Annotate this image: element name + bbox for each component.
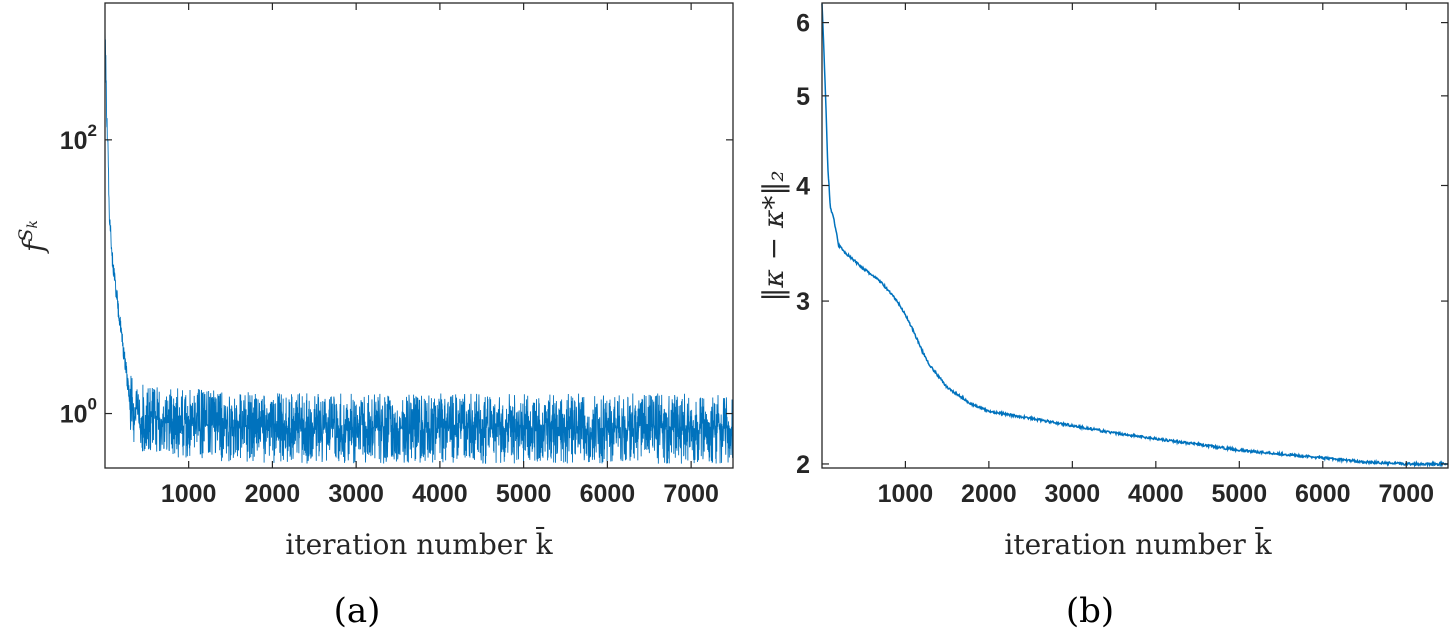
x-tick-label: 4000 <box>1128 480 1184 508</box>
panel-b-y-axis-label: ‖κ − κ*‖₂ <box>757 170 790 301</box>
x-tick-label: 1000 <box>878 480 934 508</box>
panel-a-series-line <box>104 25 734 464</box>
x-tick-label: 1000 <box>161 480 217 508</box>
x-tick-label: 6000 <box>1295 480 1351 508</box>
panel-b-series-line <box>821 3 1449 468</box>
x-tick-label: 6000 <box>580 480 636 508</box>
panel-a-data-series <box>104 25 734 464</box>
x-tick-label: 7000 <box>1378 480 1434 508</box>
x-tick-label: 3000 <box>328 480 384 508</box>
panel-a-x-axis-label: iteration number k̄ <box>285 526 553 561</box>
x-tick-label: 7000 <box>663 480 719 508</box>
y-tick-label: 6 <box>796 10 810 38</box>
panel-b-x-ticks: 1000 2000 3000 4000 5000 6000 7000 <box>878 3 1434 508</box>
panel-a-y-ticks: 100 102 <box>60 121 733 429</box>
panel-b-y-ticks: 2 3 4 5 6 <box>796 10 1448 479</box>
panel-b-data-series <box>821 3 1449 468</box>
y-tick-label: 2 <box>796 451 810 479</box>
y-tick-label: 100 <box>60 395 97 429</box>
x-tick-label: 5000 <box>1211 480 1267 508</box>
panel-a-axes-box <box>104 2 734 469</box>
panel-b-label: (b) <box>1066 591 1114 629</box>
panel-b-axes-box <box>821 2 1449 469</box>
panel-a-label: (a) <box>334 591 381 629</box>
x-tick-label: 4000 <box>412 480 468 508</box>
y-tick-label: 102 <box>60 121 97 155</box>
x-tick-label: 2000 <box>245 480 301 508</box>
y-tick-label: 4 <box>796 172 810 200</box>
panel-a-chart: 1000 2000 3000 4000 5000 6000 7000 100 102 iter… <box>15 2 734 629</box>
x-tick-label: 3000 <box>1045 480 1101 508</box>
panel-a-y-axis-label: fSk <box>15 220 50 254</box>
panel-b-chart: 1000 2000 3000 4000 5000 6000 7000 2 3 4 5 6 itera… <box>757 2 1449 629</box>
y-tick-label: 5 <box>796 83 810 111</box>
panel-b-x-axis-label: iteration number k̄ <box>1004 526 1272 561</box>
x-tick-label: 5000 <box>496 480 552 508</box>
panel-a-x-ticks: 1000 2000 3000 4000 5000 6000 7000 <box>161 3 719 508</box>
x-tick-label: 2000 <box>961 480 1017 508</box>
y-tick-label: 3 <box>796 288 810 316</box>
